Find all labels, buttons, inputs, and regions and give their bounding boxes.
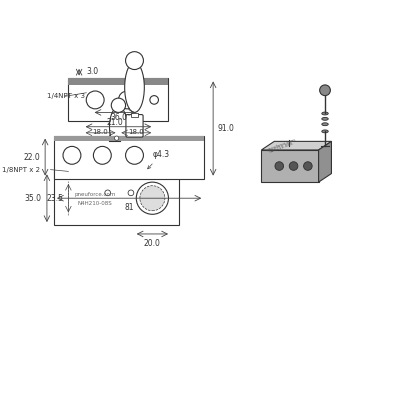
Text: pneuforce.com: pneuforce.com bbox=[266, 138, 296, 152]
Text: 22.0: 22.0 bbox=[24, 153, 40, 162]
Text: N4H210-08S: N4H210-08S bbox=[78, 201, 112, 206]
Circle shape bbox=[126, 52, 144, 70]
Ellipse shape bbox=[108, 148, 128, 195]
Text: N4H210-08S: N4H210-08S bbox=[268, 142, 294, 154]
Text: pneuforce.com: pneuforce.com bbox=[74, 192, 116, 197]
Ellipse shape bbox=[322, 112, 328, 115]
Text: 21.0: 21.0 bbox=[106, 118, 123, 127]
Text: 1/4NPT x 3: 1/4NPT x 3 bbox=[47, 93, 85, 99]
Text: 35.0: 35.0 bbox=[24, 194, 42, 203]
Text: 18.0: 18.0 bbox=[128, 129, 144, 135]
Circle shape bbox=[140, 186, 165, 211]
Text: 1/8NPT x 2: 1/8NPT x 2 bbox=[2, 167, 40, 173]
Text: 18.0: 18.0 bbox=[93, 129, 108, 135]
Circle shape bbox=[114, 136, 119, 140]
FancyBboxPatch shape bbox=[110, 120, 127, 143]
Polygon shape bbox=[261, 141, 332, 150]
Circle shape bbox=[105, 190, 110, 196]
Polygon shape bbox=[318, 141, 332, 182]
Circle shape bbox=[86, 91, 104, 109]
Circle shape bbox=[320, 85, 330, 96]
Polygon shape bbox=[261, 150, 318, 182]
Circle shape bbox=[136, 182, 168, 214]
Text: 36.0: 36.0 bbox=[110, 113, 127, 122]
Circle shape bbox=[304, 162, 312, 170]
Bar bbox=[68, 78, 168, 121]
Circle shape bbox=[289, 162, 298, 170]
FancyBboxPatch shape bbox=[126, 114, 143, 137]
Ellipse shape bbox=[322, 130, 328, 133]
Text: φ4.3: φ4.3 bbox=[148, 150, 170, 169]
Bar bbox=[131, 114, 138, 117]
Circle shape bbox=[93, 146, 111, 164]
Bar bbox=[54, 136, 204, 141]
Text: 3.0: 3.0 bbox=[86, 67, 98, 76]
Ellipse shape bbox=[110, 107, 127, 146]
Text: 23.5: 23.5 bbox=[46, 194, 63, 203]
Circle shape bbox=[150, 96, 158, 104]
Circle shape bbox=[126, 146, 144, 164]
Text: 81: 81 bbox=[124, 203, 134, 212]
Circle shape bbox=[118, 91, 136, 109]
Circle shape bbox=[111, 98, 126, 112]
Circle shape bbox=[110, 187, 126, 202]
Bar bbox=[54, 136, 204, 178]
Ellipse shape bbox=[125, 62, 144, 112]
Bar bbox=[68, 78, 168, 85]
Bar bbox=[115, 151, 122, 154]
Circle shape bbox=[128, 190, 134, 196]
Bar bbox=[54, 172, 179, 225]
FancyBboxPatch shape bbox=[110, 152, 126, 173]
Circle shape bbox=[63, 146, 81, 164]
Text: 91.0: 91.0 bbox=[218, 124, 235, 133]
Ellipse shape bbox=[322, 123, 328, 126]
Text: 20.0: 20.0 bbox=[144, 239, 161, 248]
Circle shape bbox=[275, 162, 284, 170]
Ellipse shape bbox=[322, 118, 328, 120]
